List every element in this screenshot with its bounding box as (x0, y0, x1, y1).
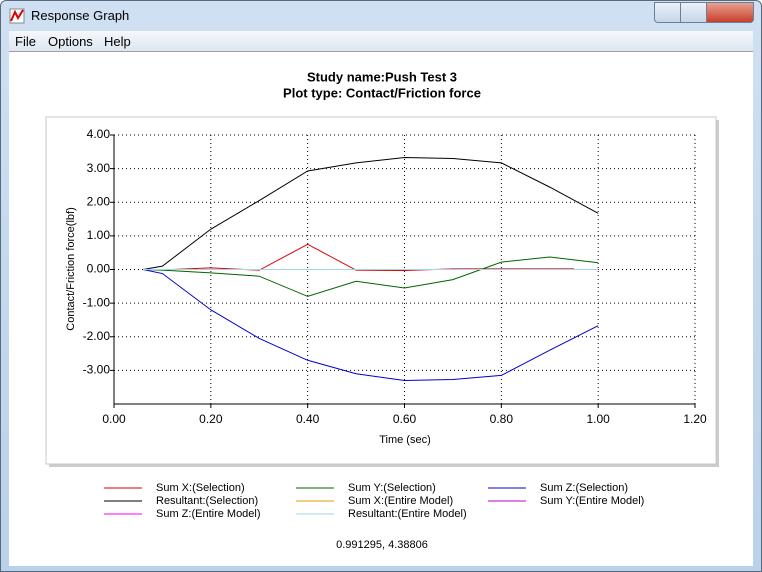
y-tick-label: -1.00 (83, 295, 111, 309)
x-tick-label: 0.80 (490, 412, 514, 426)
maximize-button[interactable] (680, 2, 707, 23)
menu-item[interactable]: File (15, 34, 36, 49)
chart-frame (45, 116, 717, 465)
title-bar: Response Graph (1, 1, 761, 31)
y-tick-label: 4.00 (87, 127, 111, 141)
menu-item[interactable]: Help (104, 34, 131, 49)
status-text: 0.991295, 4.38806 (336, 539, 428, 551)
legend-label: Resultant:(Selection) (156, 495, 258, 507)
app-icon (9, 8, 25, 24)
series-line (172, 243, 574, 272)
x-tick-label: 1.00 (586, 412, 610, 426)
y-tick-label: 2.00 (87, 194, 111, 208)
window-title: Response Graph (31, 8, 130, 23)
y-tick-label: -3.00 (83, 363, 111, 377)
chart: Study name:Push Test 3 Plot type: Contac… (45, 69, 719, 551)
x-tick-label: 0.20 (199, 412, 223, 426)
legend-label: Sum X:(Entire Model) (348, 495, 453, 507)
x-tick-label: 1.20 (683, 412, 707, 426)
x-tick-label: 0.60 (393, 412, 417, 426)
x-axis-label: Time (sec) (379, 434, 431, 446)
y-tick-label: 3.00 (87, 161, 111, 175)
menu-bar: File Options Help (9, 31, 753, 51)
close-button[interactable] (706, 2, 754, 23)
legend-label: Sum Y:(Selection) (348, 482, 436, 494)
x-tick-label: 0.40 (296, 412, 320, 426)
chart-subtitle: Plot type: Contact/Friction force (283, 85, 481, 100)
minimize-button[interactable] (654, 2, 681, 23)
y-tick-label: -2.00 (83, 329, 111, 343)
y-tick-label: 0.00 (87, 262, 111, 276)
legend-label: Resultant:(Entire Model) (348, 508, 467, 520)
y-tick-label: 1.00 (87, 228, 111, 242)
x-tick-label: 0.00 (102, 412, 126, 426)
series-line (142, 269, 599, 381)
series-line (143, 256, 599, 297)
y-axis-label: Contact/Friction force(lbf) (65, 207, 77, 330)
legend-label: Sum Z:(Selection) (540, 482, 628, 494)
legend-label: Sum Z:(Entire Model) (156, 508, 261, 520)
series-line (142, 157, 599, 270)
client-area: Study name:Push Test 3 Plot type: Contac… (9, 51, 753, 566)
menu-item[interactable]: Options (48, 34, 93, 49)
legend-label: Sum X:(Selection) (156, 482, 245, 494)
chart-title: Study name:Push Test 3 (307, 69, 457, 84)
legend-label: Sum Y:(Entire Model) (540, 495, 644, 507)
